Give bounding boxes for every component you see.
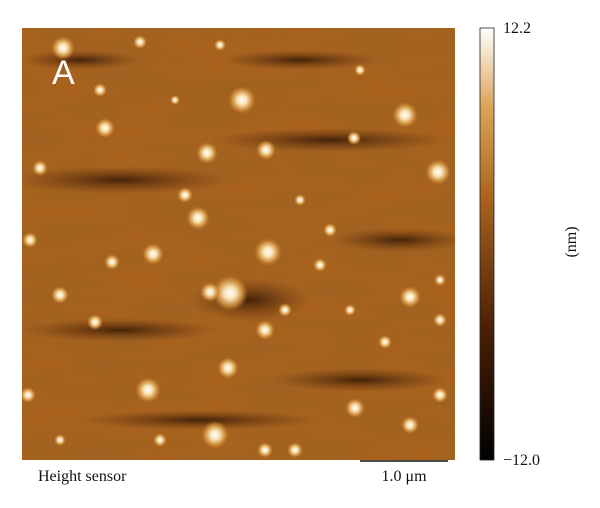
valley	[220, 50, 380, 70]
grain	[257, 442, 273, 458]
grain	[95, 118, 115, 138]
grain	[177, 187, 193, 203]
grain	[392, 102, 418, 128]
grain	[354, 64, 366, 76]
grain	[278, 303, 292, 317]
colorbar	[479, 27, 495, 461]
grain	[201, 421, 229, 449]
panel-label: A	[52, 54, 75, 92]
grain	[254, 238, 282, 266]
grain	[433, 313, 447, 327]
grain	[186, 206, 210, 230]
grain	[256, 140, 276, 160]
scale-bar-label: 1.0 μm	[381, 468, 427, 485]
grain	[323, 223, 337, 237]
grain	[401, 416, 419, 434]
grain	[104, 254, 120, 270]
grain	[54, 434, 66, 446]
grain	[135, 377, 161, 403]
grain	[51, 286, 69, 304]
grain	[170, 95, 180, 105]
colorbar-max: 12.2	[503, 20, 531, 37]
grain	[196, 142, 218, 164]
grain	[87, 314, 103, 330]
grain	[214, 39, 226, 51]
valley	[80, 410, 320, 430]
grain	[200, 282, 220, 302]
grain	[344, 304, 356, 316]
grain	[432, 387, 448, 403]
grain	[51, 36, 75, 60]
afm-image	[22, 28, 455, 460]
grain	[378, 335, 392, 349]
grain	[255, 320, 275, 340]
grain	[32, 160, 48, 176]
grain	[22, 387, 36, 403]
grain	[347, 131, 361, 145]
grain	[434, 274, 446, 286]
valley	[22, 50, 140, 70]
valley	[22, 166, 230, 194]
valley	[330, 228, 455, 252]
valley	[22, 318, 220, 342]
grain	[399, 286, 421, 308]
colorbar-min: −12.0	[503, 452, 540, 469]
grain	[133, 35, 147, 49]
caption: Height sensor	[38, 468, 127, 485]
grain	[93, 83, 107, 97]
grain	[153, 433, 167, 447]
grain	[313, 258, 327, 272]
grain	[425, 159, 451, 185]
grain	[212, 275, 248, 311]
grain	[345, 398, 365, 418]
grain	[217, 357, 239, 379]
grain	[228, 86, 256, 114]
colorbar-unit: (nm)	[563, 226, 580, 257]
valley	[270, 368, 450, 392]
grain	[142, 243, 164, 265]
grain	[287, 442, 303, 458]
grain	[294, 194, 306, 206]
grain	[22, 232, 38, 248]
valley	[210, 128, 450, 152]
